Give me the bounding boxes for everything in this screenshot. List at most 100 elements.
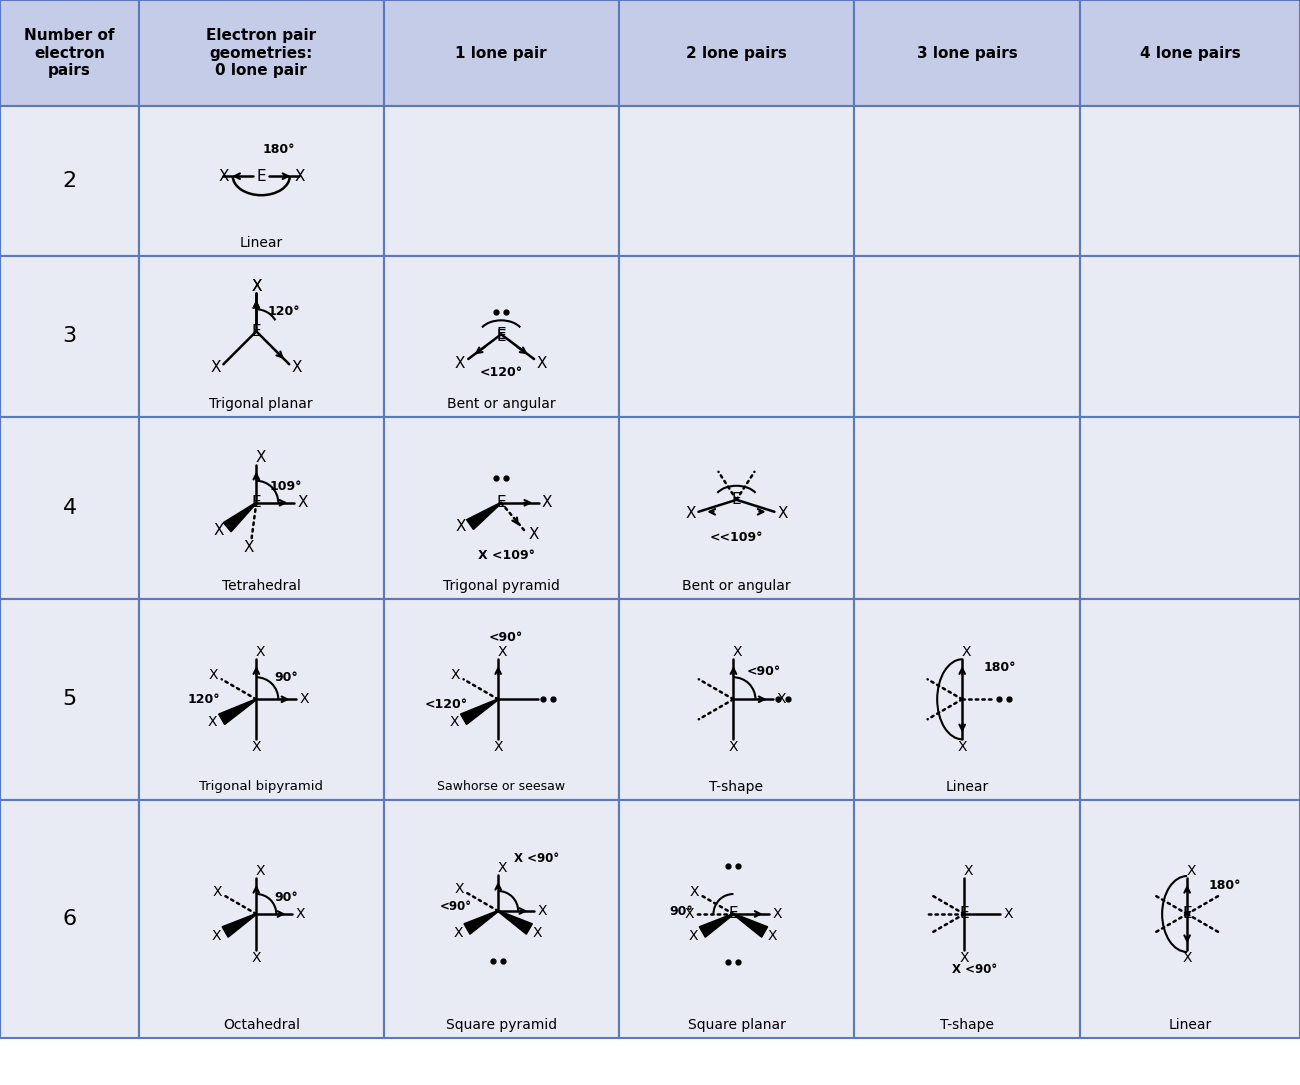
Text: X: X bbox=[256, 646, 265, 660]
Bar bbox=[1080, 599, 1300, 800]
Bar bbox=[384, 0, 619, 106]
Bar bbox=[0, 106, 139, 256]
Polygon shape bbox=[699, 914, 733, 937]
Text: Octahedral: Octahedral bbox=[222, 1019, 300, 1032]
Text: X: X bbox=[772, 907, 783, 921]
Bar bbox=[619, 256, 854, 417]
Text: E: E bbox=[728, 906, 738, 921]
Text: Number of
electron
pairs: Number of electron pairs bbox=[25, 28, 114, 78]
Bar bbox=[0, 417, 139, 599]
Bar bbox=[139, 256, 384, 417]
Text: X <90°: X <90° bbox=[952, 963, 997, 976]
Text: X: X bbox=[498, 646, 507, 660]
Text: X: X bbox=[777, 507, 788, 521]
Text: E: E bbox=[256, 168, 266, 183]
Text: 3 lone pairs: 3 lone pairs bbox=[916, 46, 1018, 61]
Bar bbox=[384, 417, 619, 599]
Text: Linear: Linear bbox=[239, 237, 283, 250]
Polygon shape bbox=[222, 914, 256, 937]
Text: X: X bbox=[1004, 907, 1013, 921]
Text: 6: 6 bbox=[62, 909, 77, 929]
Text: 180°: 180° bbox=[1209, 880, 1242, 893]
Polygon shape bbox=[460, 699, 498, 725]
Text: 2 lone pairs: 2 lone pairs bbox=[686, 46, 786, 61]
Text: Square pyramid: Square pyramid bbox=[446, 1019, 556, 1032]
Text: Trigonal planar: Trigonal planar bbox=[209, 397, 313, 410]
Text: X: X bbox=[689, 929, 698, 943]
Text: E: E bbox=[1182, 906, 1192, 921]
Text: 3: 3 bbox=[62, 327, 77, 346]
Text: 2: 2 bbox=[62, 171, 77, 191]
Text: T-shape: T-shape bbox=[710, 780, 763, 793]
Text: X: X bbox=[208, 715, 217, 729]
Text: X <90°: X <90° bbox=[514, 853, 559, 866]
Text: Linear: Linear bbox=[945, 780, 989, 793]
Text: X: X bbox=[963, 864, 972, 878]
Text: 120°: 120° bbox=[268, 305, 300, 318]
Text: X: X bbox=[456, 519, 467, 534]
Text: Trigonal pyramid: Trigonal pyramid bbox=[443, 579, 559, 592]
Text: Sawhorse or seesaw: Sawhorse or seesaw bbox=[437, 780, 566, 793]
Text: E: E bbox=[251, 495, 261, 510]
Text: X: X bbox=[962, 646, 971, 660]
Text: X: X bbox=[542, 495, 552, 510]
Bar bbox=[854, 256, 1080, 417]
Text: X: X bbox=[252, 740, 261, 754]
Bar bbox=[854, 106, 1080, 256]
Text: E: E bbox=[497, 329, 506, 344]
Bar bbox=[1080, 800, 1300, 1038]
Bar bbox=[139, 599, 384, 800]
Text: X: X bbox=[299, 692, 309, 706]
Text: X <109°: X <109° bbox=[477, 549, 534, 562]
Bar bbox=[619, 106, 854, 256]
Text: X: X bbox=[528, 527, 538, 542]
Polygon shape bbox=[467, 502, 502, 529]
Text: Bent or angular: Bent or angular bbox=[447, 397, 555, 410]
Bar bbox=[139, 0, 384, 106]
Text: 120°: 120° bbox=[188, 693, 221, 705]
Text: X: X bbox=[451, 668, 460, 682]
Text: X: X bbox=[214, 523, 225, 538]
Text: 180°: 180° bbox=[263, 143, 295, 156]
Bar bbox=[1080, 106, 1300, 256]
Text: X: X bbox=[957, 740, 967, 754]
Text: Tetrahedral: Tetrahedral bbox=[222, 579, 300, 592]
Polygon shape bbox=[224, 502, 256, 532]
Text: <120°: <120° bbox=[425, 698, 468, 711]
Bar bbox=[854, 417, 1080, 599]
Text: X: X bbox=[255, 450, 265, 465]
Text: X: X bbox=[450, 715, 459, 729]
Text: X: X bbox=[212, 929, 221, 943]
Bar bbox=[1080, 417, 1300, 599]
Bar bbox=[619, 800, 854, 1038]
Text: X: X bbox=[494, 740, 503, 754]
Bar bbox=[139, 800, 384, 1038]
Text: X: X bbox=[296, 495, 308, 510]
Text: <120°: <120° bbox=[480, 366, 523, 379]
Bar bbox=[854, 800, 1080, 1038]
Text: E: E bbox=[497, 327, 506, 342]
Bar bbox=[0, 256, 139, 417]
Bar bbox=[619, 417, 854, 599]
Polygon shape bbox=[733, 914, 767, 937]
Text: X: X bbox=[212, 885, 222, 899]
Text: 4 lone pairs: 4 lone pairs bbox=[1140, 46, 1240, 61]
Bar bbox=[1080, 256, 1300, 417]
Bar bbox=[854, 0, 1080, 106]
Text: Electron pair
geometries:
0 lone pair: Electron pair geometries: 0 lone pair bbox=[207, 28, 316, 78]
Text: 90°: 90° bbox=[670, 906, 693, 919]
Text: E: E bbox=[959, 906, 968, 921]
Text: X: X bbox=[292, 360, 303, 374]
Text: X: X bbox=[733, 646, 742, 660]
Text: X: X bbox=[1183, 950, 1192, 965]
Text: 1 lone pair: 1 lone pair bbox=[455, 46, 547, 61]
Text: X: X bbox=[498, 861, 507, 875]
Text: 90°: 90° bbox=[274, 892, 298, 905]
Polygon shape bbox=[464, 910, 498, 934]
Bar bbox=[854, 599, 1080, 800]
Text: E: E bbox=[497, 495, 506, 510]
Bar bbox=[139, 417, 384, 599]
Text: E: E bbox=[732, 493, 741, 508]
Text: 5: 5 bbox=[62, 689, 77, 710]
Text: 4: 4 bbox=[62, 498, 77, 518]
